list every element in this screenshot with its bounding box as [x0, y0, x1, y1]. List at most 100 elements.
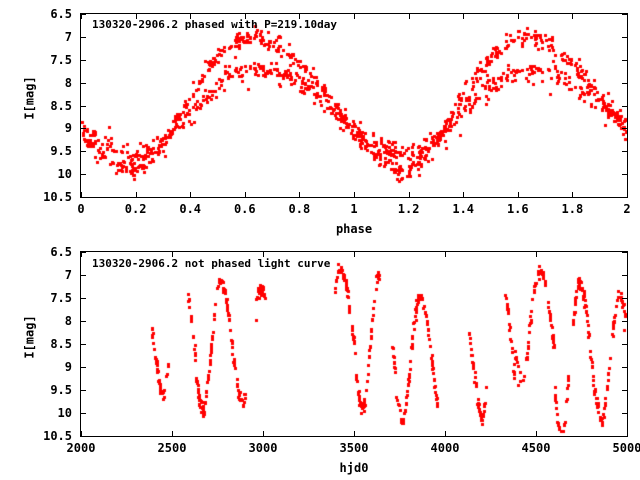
x-tickmark-bottom-unphased-4	[445, 431, 446, 436]
x-tickmark-bottom-unphased-1	[172, 431, 173, 436]
x-tickmark-top-phased-5	[354, 14, 355, 19]
x-tickmark-top-unphased-1	[172, 252, 173, 257]
x-tickmark-top-unphased-5	[536, 252, 537, 257]
plot-title-phased: 130320-2906.2 phased with P=219.10day	[92, 18, 338, 31]
x-tick-unphased-3: 3500	[339, 441, 369, 455]
x-tick-phased-1: 0.2	[124, 202, 147, 216]
y-tickmark-right-phased-8	[622, 197, 627, 198]
y-tickmark-right-unphased-1	[622, 275, 627, 276]
y-tickmark-left-unphased-6	[81, 390, 86, 391]
y-tickmark-right-unphased-0	[622, 252, 627, 253]
x-tickmark-bottom-phased-1	[136, 192, 137, 197]
y-tickmark-right-phased-7	[622, 174, 627, 175]
x-tickmark-top-unphased-6	[627, 252, 628, 257]
x-tickmark-bottom-phased-5	[354, 192, 355, 197]
x-axis-label-unphased: hjd0	[339, 461, 369, 475]
scatter-canvas-unphased	[81, 252, 627, 436]
x-axis-label-phased: phase	[335, 222, 373, 236]
x-tickmark-top-phased-8	[518, 14, 519, 19]
y-tickmark-left-phased-3	[81, 83, 86, 84]
x-tickmark-bottom-phased-9	[572, 192, 573, 197]
y-tickmark-left-unphased-1	[81, 275, 86, 276]
y-tick-unphased-5: 9	[64, 360, 72, 374]
y-tick-unphased-4: 8.5	[50, 337, 72, 351]
y-tickmark-right-unphased-3	[622, 321, 627, 322]
x-tickmark-bottom-phased-3	[245, 192, 246, 197]
y-tick-phased-8: 10.5	[43, 190, 72, 204]
x-tick-phased-2: 0.4	[179, 202, 202, 216]
x-tickmark-bottom-unphased-5	[536, 431, 537, 436]
y-tickmark-right-unphased-2	[622, 298, 627, 299]
x-tickmark-bottom-phased-0	[81, 192, 82, 197]
x-tickmark-top-unphased-3	[354, 252, 355, 257]
x-tickmark-bottom-unphased-6	[627, 431, 628, 436]
x-tick-phased-4: 0.8	[288, 202, 311, 216]
y-tickmark-left-phased-5	[81, 128, 86, 129]
x-tickmark-bottom-unphased-0	[81, 431, 82, 436]
y-tickmark-left-phased-7	[81, 174, 86, 175]
y-tickmark-left-phased-1	[81, 37, 86, 38]
x-tickmark-top-phased-3	[245, 14, 246, 19]
y-tick-phased-3: 8	[64, 75, 72, 90]
x-tickmark-top-phased-0	[81, 14, 82, 19]
x-tickmark-bottom-phased-6	[409, 192, 410, 197]
x-tickmark-bottom-phased-8	[518, 192, 519, 197]
y-tickmark-right-unphased-8	[622, 436, 627, 437]
x-tick-unphased-5: 4500	[521, 441, 551, 455]
y-tickmark-right-unphased-6	[622, 390, 627, 391]
x-tick-phased-0: 0	[77, 202, 85, 216]
scatter-canvas-phased	[81, 14, 627, 197]
x-tickmark-top-phased-7	[463, 14, 464, 19]
y-tickmark-left-unphased-8	[81, 436, 86, 437]
y-tickmark-left-unphased-2	[81, 298, 86, 299]
y-tick-phased-1: 7	[64, 29, 72, 44]
y-tickmark-right-phased-2	[622, 60, 627, 61]
y-tickmark-left-phased-2	[81, 60, 86, 61]
x-tick-unphased-1: 2500	[157, 441, 187, 455]
x-tick-unphased-6: 5000	[612, 441, 640, 455]
x-tickmark-top-unphased-0	[81, 252, 82, 257]
x-tickmark-bottom-unphased-2	[263, 431, 264, 436]
y-tickmark-right-unphased-4	[622, 344, 627, 345]
x-tickmark-bottom-unphased-3	[354, 431, 355, 436]
y-tick-phased-2: 7.5	[50, 52, 72, 67]
y-tickmark-right-phased-1	[622, 37, 627, 38]
y-tickmark-right-phased-6	[622, 151, 627, 152]
y-tick-unphased-3: 8	[64, 314, 72, 328]
y-tickmark-left-phased-4	[81, 106, 86, 107]
x-tickmark-top-phased-2	[190, 14, 191, 19]
x-tick-phased-8: 1.6	[506, 202, 529, 216]
y-tickmark-left-unphased-3	[81, 321, 86, 322]
y-tickmark-left-phased-6	[81, 151, 86, 152]
x-tick-unphased-4: 4000	[430, 441, 460, 455]
plot-area-unphased	[80, 251, 628, 437]
x-tickmark-top-unphased-2	[263, 252, 264, 257]
x-tickmark-top-phased-4	[299, 14, 300, 19]
x-tickmark-top-phased-9	[572, 14, 573, 19]
y-tick-unphased-8: 10.5	[43, 429, 72, 443]
y-tick-phased-7: 10	[57, 167, 72, 182]
x-tickmark-bottom-phased-4	[299, 192, 300, 197]
x-tickmark-top-phased-1	[136, 14, 137, 19]
y-tick-unphased-2: 7.5	[50, 291, 72, 305]
y-tickmark-left-unphased-4	[81, 344, 86, 345]
y-tickmark-left-phased-8	[81, 197, 86, 198]
x-tick-phased-5: 1	[350, 202, 358, 216]
plot-title-unphased: 130320-2906.2 not phased light curve	[92, 257, 331, 270]
y-tickmark-right-phased-4	[622, 106, 627, 107]
y-tickmark-left-unphased-5	[81, 367, 86, 368]
y-tickmark-right-unphased-5	[622, 367, 627, 368]
y-tick-phased-6: 9.5	[50, 144, 72, 159]
x-tickmark-top-phased-6	[409, 14, 410, 19]
y-tickmark-right-phased-5	[622, 128, 627, 129]
x-tick-unphased-2: 3000	[248, 441, 278, 455]
plot-area-phased	[80, 13, 628, 198]
y-tick-phased-4: 8.5	[50, 98, 72, 113]
y-tick-phased-0: 6.5	[50, 7, 72, 21]
y-tickmark-right-phased-3	[622, 83, 627, 84]
x-tickmark-bottom-phased-10	[627, 192, 628, 197]
x-tickmark-top-unphased-4	[445, 252, 446, 257]
y-tick-unphased-0: 6.5	[50, 245, 72, 259]
y-tick-unphased-1: 7	[64, 268, 72, 282]
